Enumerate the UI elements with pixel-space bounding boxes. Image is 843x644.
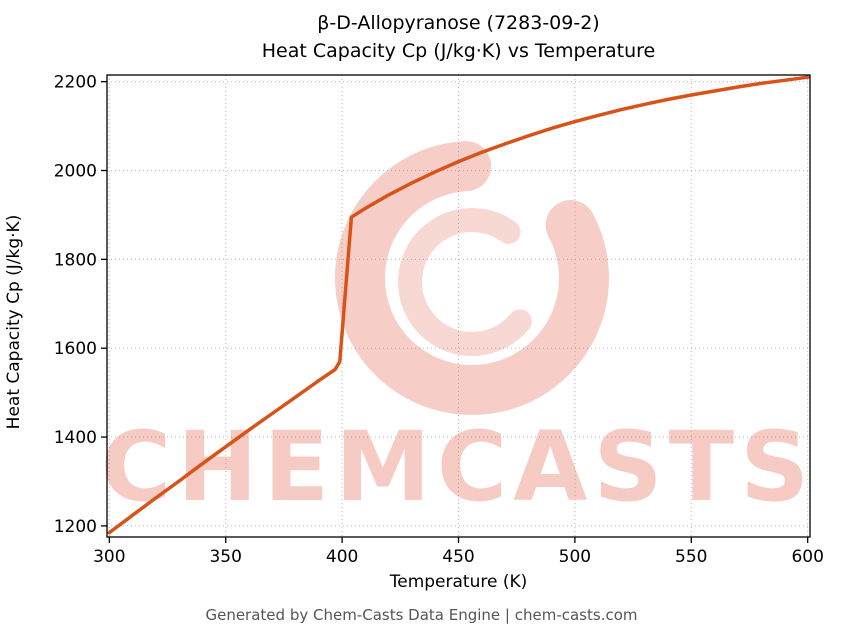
x-axis-label: Temperature (K) — [389, 572, 528, 592]
svg-text:350: 350 — [209, 547, 241, 567]
svg-text:500: 500 — [559, 547, 591, 567]
svg-text:400: 400 — [326, 547, 358, 567]
y-axis-label: Heat Capacity Cp (J/kg·K) — [4, 214, 24, 430]
svg-text:550: 550 — [675, 547, 707, 567]
svg-text:1800: 1800 — [54, 250, 97, 270]
x-tick-labels: 300 350 400 450 500 550 600 — [93, 537, 824, 567]
chart-title: β-D-Allopyranose (7283-09-2) — [317, 12, 600, 34]
svg-text:450: 450 — [442, 547, 474, 567]
y-tick-labels: 1200 1400 1600 1800 2000 2200 — [54, 73, 107, 537]
chemcasts-logo-watermark — [335, 140, 609, 415]
svg-text:300: 300 — [93, 547, 125, 567]
svg-text:600: 600 — [791, 547, 823, 567]
grid-lines — [107, 75, 810, 537]
svg-text:1600: 1600 — [54, 339, 97, 359]
cp-data-line — [107, 75, 810, 535]
svg-text:2200: 2200 — [54, 73, 97, 93]
chart-subtitle: Heat Capacity Cp (J/kg·K) vs Temperature — [261, 39, 656, 62]
chart-title-block: β-D-Allopyranose (7283-09-2) Heat Capaci… — [107, 10, 810, 65]
footer-text: Generated by Chem-Casts Data Engine | ch… — [205, 606, 638, 624]
svg-text:1400: 1400 — [54, 428, 97, 448]
watermark-text: CHEMCASTS — [101, 411, 815, 523]
svg-text:2000: 2000 — [54, 162, 97, 182]
svg-text:1200: 1200 — [54, 517, 97, 537]
